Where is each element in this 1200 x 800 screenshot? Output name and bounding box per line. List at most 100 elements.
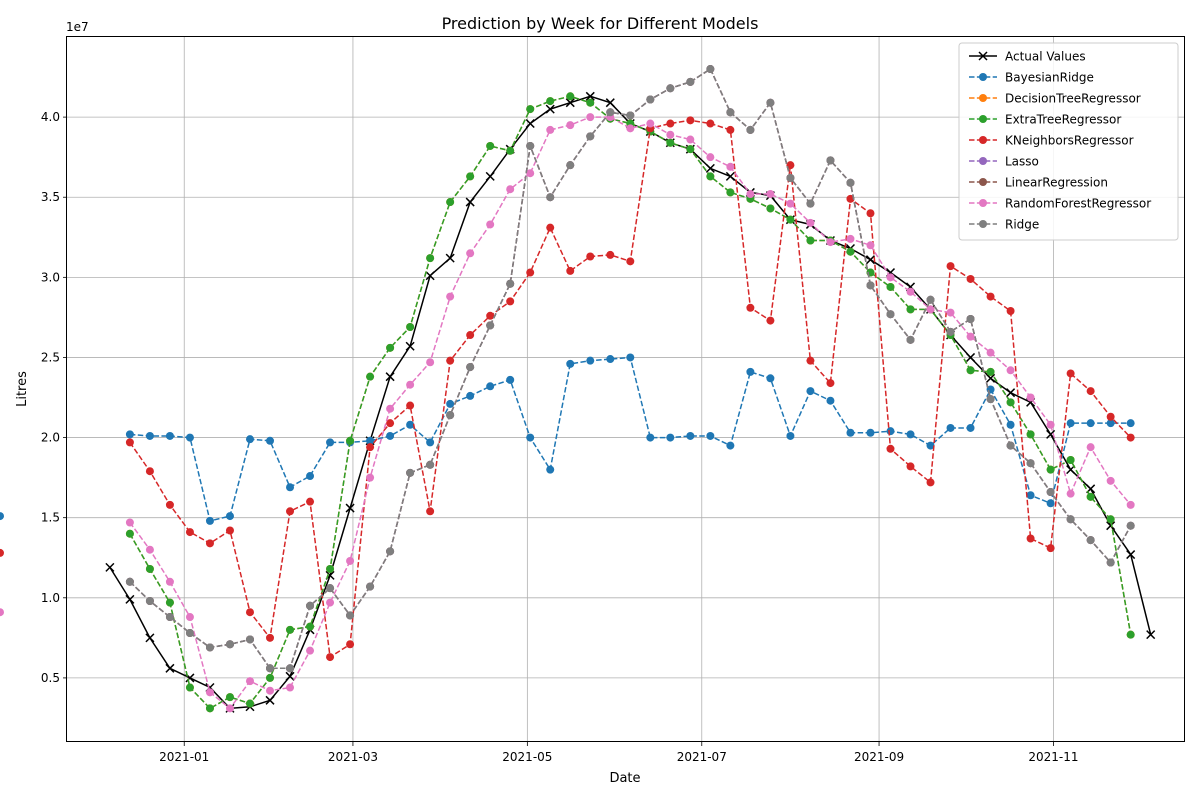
- y-tick-label: 4.0: [41, 110, 60, 124]
- data-point-kneighborsregressor: [1046, 544, 1055, 553]
- data-point-extratreeregressor: [466, 172, 475, 181]
- plot-area: [0, 65, 1156, 713]
- data-point-kneighborsregressor: [225, 526, 234, 535]
- data-point-ridge: [546, 193, 555, 202]
- data-point-ridge: [145, 597, 154, 605]
- data-point-bayesianridge: [626, 353, 635, 362]
- data-point-extratreeregressor: [546, 97, 555, 106]
- data-point-kneighborsregressor: [686, 116, 695, 125]
- legend: Actual Values BayesianRidge DecisionTreeRe…: [958, 42, 1179, 241]
- data-point-extratreeregressor: [766, 204, 775, 213]
- data-point-kneighborsregressor: [806, 356, 815, 365]
- data-point-randomforestregressor: [125, 518, 134, 527]
- data-point-kneighborsregressor: [406, 401, 415, 410]
- data-point-randomforestregressor: [826, 238, 835, 247]
- data-point-kneighborsregressor: [185, 528, 194, 537]
- data-point-bayesianridge: [185, 433, 194, 442]
- data-point-kneighborsregressor: [145, 467, 154, 476]
- data-point-randomforestregressor: [946, 308, 955, 317]
- data-point-kneighborsregressor: [1106, 412, 1115, 421]
- legend-label: DecisionTreeRegressor: [1005, 92, 1141, 106]
- data-point-actual-values: [545, 104, 555, 114]
- data-point-bayesianridge: [1106, 419, 1115, 428]
- data-point-extratreeregressor: [165, 598, 174, 607]
- legend-marker-lasso: [979, 157, 987, 165]
- data-point-kneighborsregressor: [966, 274, 975, 283]
- data-point-bayesianridge: [125, 430, 134, 439]
- legend-label: LinearRegression: [1005, 176, 1108, 190]
- data-point-ridge: [1046, 488, 1055, 497]
- data-point-bayesianridge: [225, 512, 234, 521]
- data-point-kneighborsregressor: [946, 262, 955, 271]
- y-tick-label: 2.5: [41, 350, 60, 364]
- data-point-bayesianridge: [906, 430, 915, 439]
- data-point-ridge: [606, 108, 615, 117]
- data-point-ridge: [125, 577, 134, 586]
- data-point-extratreeregressor: [145, 564, 154, 573]
- data-point-kneighborsregressor: [886, 444, 895, 453]
- data-point-extratreeregressor: [986, 367, 995, 376]
- data-point-bayesianridge: [205, 516, 214, 525]
- data-point-randomforestregressor: [726, 162, 735, 171]
- data-point-ridge: [366, 582, 375, 591]
- data-point-bayesianridge: [406, 420, 415, 429]
- data-point-bayesianridge: [1046, 499, 1055, 508]
- data-point-extratreeregressor: [326, 564, 335, 573]
- data-point-ridge: [806, 199, 815, 208]
- legend-item-decisiontreeregressor: DecisionTreeRegressor: [969, 92, 1141, 106]
- data-point-kneighborsregressor: [746, 303, 755, 312]
- y-ticks: 0.5 1.0 1.5 2.0 2.5 3.0 3.5 4.0: [41, 110, 67, 685]
- data-point-ridge: [486, 321, 495, 330]
- data-point-kneighborsregressor: [1126, 433, 1135, 442]
- data-point-actual-values: [145, 633, 155, 643]
- data-point-ridge: [926, 295, 935, 304]
- data-point-randomforestregressor: [786, 199, 795, 208]
- data-point-kneighborsregressor: [566, 266, 575, 275]
- data-point-extratreeregressor: [486, 141, 495, 150]
- data-point-randomforestregressor: [806, 218, 815, 227]
- data-point-kneighborsregressor: [866, 209, 875, 218]
- data-point-ridge: [426, 460, 435, 469]
- data-point-kneighborsregressor: [766, 316, 775, 325]
- data-point-randomforestregressor: [1046, 420, 1055, 429]
- data-point-ridge: [326, 584, 335, 593]
- y-tick-label: 3.5: [41, 190, 60, 204]
- data-point-kneighborsregressor: [926, 478, 935, 487]
- data-point-bayesianridge: [426, 438, 435, 447]
- data-point-ridge: [666, 84, 675, 93]
- data-point-actual-values: [405, 341, 415, 351]
- y-tick-label: 3.0: [41, 270, 60, 284]
- data-point-extratreeregressor: [266, 673, 275, 682]
- data-point-randomforestregressor: [706, 153, 715, 162]
- data-point-randomforestregressor: [446, 292, 455, 301]
- data-point-extratreeregressor: [205, 704, 214, 713]
- data-point-bayesianridge: [846, 428, 855, 437]
- data-point-extratreeregressor: [1126, 630, 1135, 639]
- data-point-kneighborsregressor: [366, 443, 375, 452]
- legend-marker-extratreeregressor: [979, 115, 987, 123]
- data-point-randomforestregressor: [906, 287, 915, 296]
- data-point-ridge: [165, 613, 174, 622]
- data-point-extratreeregressor: [306, 622, 315, 631]
- legend-item-bayesianridge: BayesianRidge: [969, 71, 1094, 85]
- legend-label: Ridge: [1005, 218, 1039, 232]
- data-point-actual-values: [485, 171, 495, 181]
- data-point-bayesianridge: [826, 396, 835, 405]
- data-point-ridge: [686, 77, 695, 86]
- data-point-bayesianridge: [466, 391, 475, 400]
- data-point-randomforestregressor: [846, 234, 855, 243]
- data-point-randomforestregressor: [165, 577, 174, 586]
- data-point-randomforestregressor: [966, 332, 975, 341]
- data-point-kneighborsregressor: [426, 507, 435, 516]
- data-point-actual-values: [986, 373, 996, 383]
- data-point-bayesianridge: [326, 438, 335, 447]
- data-point-bayesianridge: [966, 423, 975, 432]
- data-point-kneighborsregressor: [346, 640, 355, 649]
- data-point-kneighborsregressor: [586, 252, 595, 261]
- x-tick-label: 2021-09: [854, 750, 904, 764]
- data-point-bayesianridge: [886, 427, 895, 436]
- data-point-kneighborsregressor: [986, 292, 995, 301]
- data-point-bayesianridge: [866, 428, 875, 437]
- x-axis-label: Date: [609, 771, 640, 786]
